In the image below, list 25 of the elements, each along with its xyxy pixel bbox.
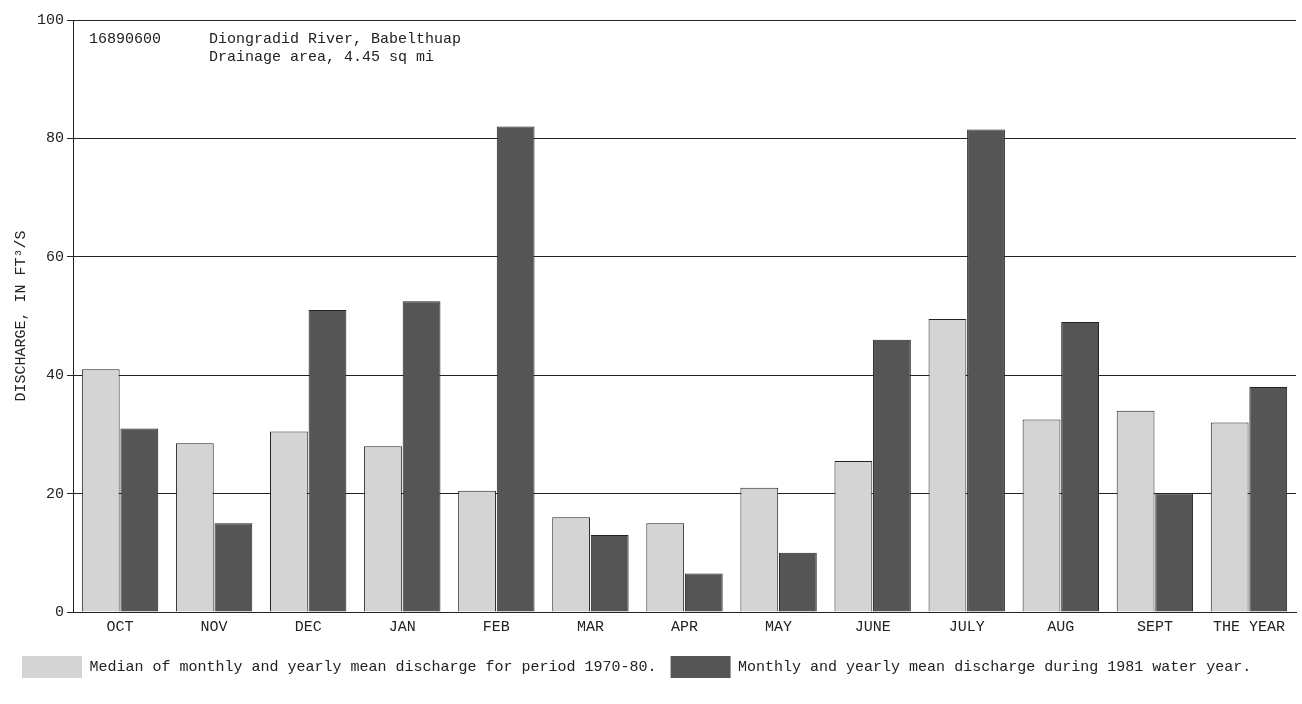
legend-label: Median of monthly and yearly mean discharge for period 1970-80. [89,658,657,676]
y-tick-label: 100 [36,11,64,29]
x-tick-label: DEC [294,618,322,636]
x-tick-label: SEPT [1136,618,1173,636]
y-tick-label: 0 [54,603,64,621]
x-tick-label: THE YEAR [1212,618,1285,636]
x-tick-label: MAY [765,618,793,636]
x-tick-label: JULY [948,618,985,636]
annotation: 16890600 [89,31,162,49]
x-tick-label: NOV [200,618,228,636]
x-tick-label: FEB [482,618,510,636]
y-tick-label: 80 [45,130,64,148]
x-tick-label: OCT [106,618,134,636]
x-tick-label: JAN [388,618,416,636]
x-tick-label: MAR [576,618,604,636]
legend-label: Monthly and yearly mean discharge during 1981 water year. [738,658,1252,676]
y-tick-label: 60 [45,248,64,266]
annotation: Drainage area, 4.45 sq mi [209,49,435,67]
y-axis-title: DISCHARGE, IN FT³/S [12,230,30,402]
x-tick-label: JUNE [854,618,891,636]
x-tick-label: APR [670,618,699,636]
y-tick-label: 40 [45,367,64,385]
y-tick-label: 20 [45,485,64,503]
x-tick-label: AUG [1047,618,1075,636]
annotation: Diongradid River, Babelthuap [209,31,462,49]
